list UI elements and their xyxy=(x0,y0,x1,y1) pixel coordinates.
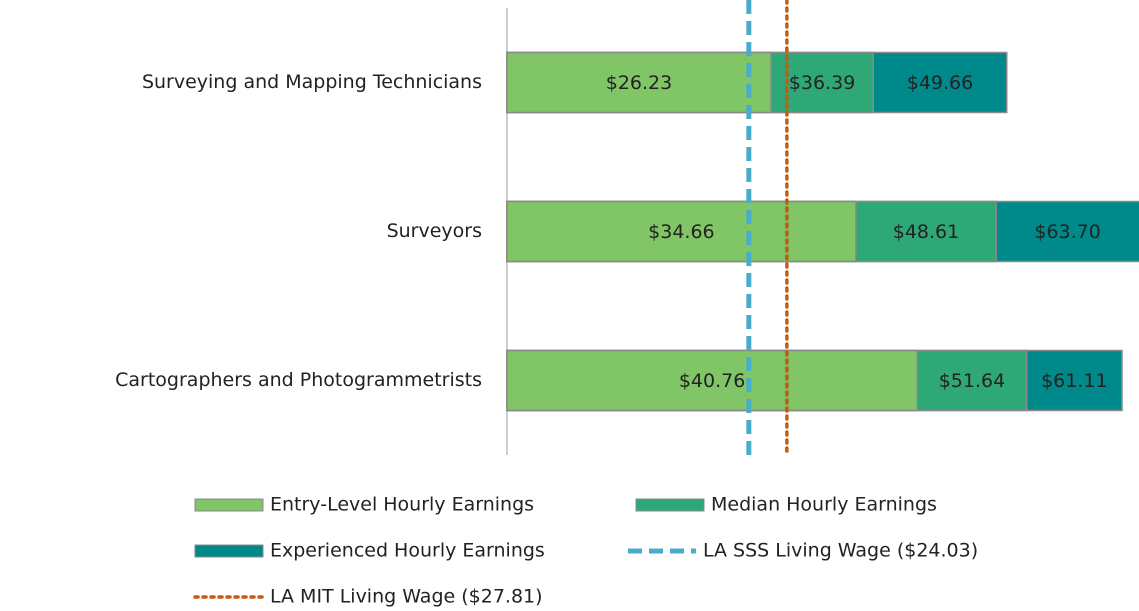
value-label: $61.11 xyxy=(1041,370,1107,392)
category-label: Surveyors xyxy=(387,220,482,242)
value-label: $40.76 xyxy=(679,370,745,392)
value-label: $48.61 xyxy=(893,221,959,243)
legend-swatch xyxy=(635,498,705,512)
legend-label: LA SSS Living Wage ($24.03) xyxy=(703,540,978,562)
value-label: $63.70 xyxy=(1034,221,1100,243)
category-label: Surveying and Mapping Technicians xyxy=(142,71,482,93)
value-label: $51.64 xyxy=(939,370,1005,392)
legend-swatch xyxy=(194,544,264,558)
value-label: $26.23 xyxy=(606,72,672,94)
legend-swatch xyxy=(194,498,264,512)
bar xyxy=(506,349,918,412)
legend-label: Entry-Level Hourly Earnings xyxy=(270,494,534,516)
bar xyxy=(506,51,772,114)
legend-label: LA MIT Living Wage ($27.81) xyxy=(270,586,543,608)
value-label: $34.66 xyxy=(648,221,714,243)
value-label: $36.39 xyxy=(789,72,855,94)
category-label: Cartographers and Photogrammetrists xyxy=(115,369,482,391)
legend-label: Experienced Hourly Earnings xyxy=(270,540,545,562)
legend-label: Median Hourly Earnings xyxy=(711,494,937,516)
value-label: $49.66 xyxy=(907,72,973,94)
bar xyxy=(506,200,857,263)
